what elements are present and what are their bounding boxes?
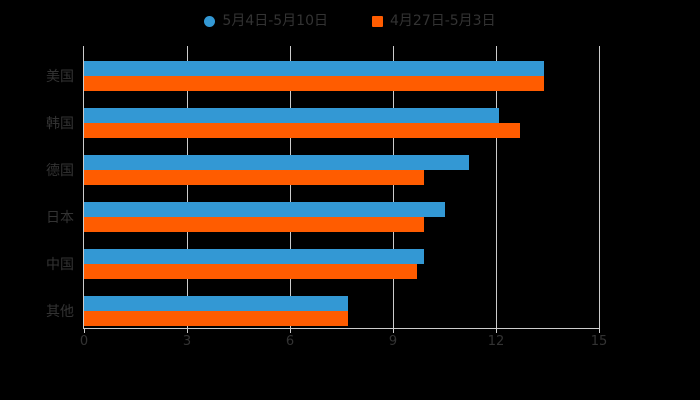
gridline (599, 46, 600, 328)
bar-series1[interactable] (84, 202, 445, 217)
bar-series2[interactable] (84, 123, 521, 138)
bar-series1[interactable] (84, 249, 424, 264)
legend-item-series1[interactable]: 5月4日-5月10日 (204, 14, 328, 28)
square-marker-icon (372, 15, 383, 27)
y-axis-category-label: 其他 (46, 304, 74, 320)
y-axis-category-label: 德国 (46, 163, 74, 179)
bar-series1[interactable] (84, 61, 545, 76)
bar-series2[interactable] (84, 311, 349, 326)
y-axis-category-label: 中国 (46, 257, 74, 273)
legend-label-series1: 5月4日-5月10日 (222, 13, 328, 29)
x-axis-tick-label: 12 (487, 334, 505, 349)
y-axis-category-label: 美国 (46, 69, 74, 85)
x-axis-tick-label: 3 (182, 334, 192, 349)
x-axis-tick-label: 6 (285, 334, 295, 349)
x-axis-tick-label: 0 (79, 334, 89, 349)
gridline (496, 46, 497, 328)
gridline (290, 46, 291, 328)
gridline (187, 46, 188, 328)
x-axis-tick (290, 328, 291, 333)
x-axis-tick-label: 15 (590, 334, 608, 349)
x-axis-tick (496, 328, 497, 333)
y-axis-category-label: 日本 (46, 210, 74, 226)
x-axis-tick (393, 328, 394, 333)
bar-series2[interactable] (84, 76, 545, 91)
bar-series2[interactable] (84, 170, 424, 185)
x-axis-tick (187, 328, 188, 333)
legend-label-series2: 4月27日-5月3日 (390, 13, 496, 29)
y-axis-category-label: 韩国 (46, 116, 74, 132)
plot-area: 0 3 6 9 12 15 (80, 46, 607, 349)
bar-series2[interactable] (84, 217, 424, 232)
chart-legend: 5月4日-5月10日 4月27日-5月3日 (0, 8, 700, 34)
bar-series1[interactable] (84, 155, 469, 170)
legend-item-series2[interactable]: 4月27日-5月3日 (372, 14, 496, 28)
x-axis-line (83, 328, 600, 329)
bar-series2[interactable] (84, 264, 418, 279)
bar-series1[interactable] (84, 108, 500, 123)
bar-series1[interactable] (84, 296, 349, 311)
x-axis-tick-label: 9 (388, 334, 398, 349)
circle-marker-icon (204, 15, 216, 27)
y-axis-line (83, 46, 84, 328)
gridline (393, 46, 394, 328)
x-axis-tick (599, 328, 600, 333)
y-axis-labels: 美国韩国德国日本中国其他 (0, 46, 84, 328)
x-axis-tick (84, 328, 85, 333)
